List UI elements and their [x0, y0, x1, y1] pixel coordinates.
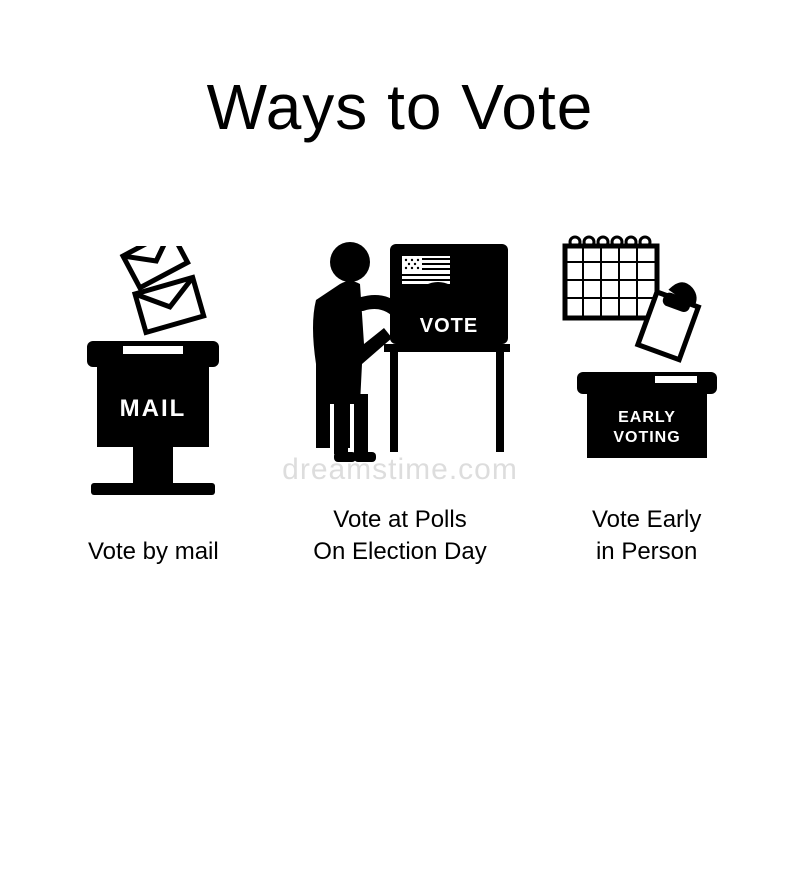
mailbox-label: MAIL: [120, 395, 187, 422]
method-polls: VOTE Vote at Polls On Election: [277, 214, 524, 569]
booth-label: VOTE: [420, 315, 478, 337]
calendar-ballot-box-icon: EARLY VOTING: [547, 214, 747, 464]
voting-booth-person-icon: VOTE: [290, 214, 510, 464]
caption-early: Vote Early in Person: [592, 504, 701, 569]
method-early: EARLY VOTING Vote Early in Person: [523, 214, 770, 569]
early-label-line1: EARLY: [618, 409, 676, 426]
page-title: Ways to Vote: [0, 70, 800, 144]
method-mail: MAIL Vote by mail: [30, 246, 277, 568]
caption-mail: Vote by mail: [88, 536, 219, 568]
early-label-line2: VOTING: [613, 429, 680, 446]
mailbox-envelopes-icon: MAIL: [63, 246, 243, 496]
caption-polls: Vote at Polls On Election Day: [313, 504, 486, 569]
methods-row: MAIL Vote by mail: [0, 214, 800, 569]
